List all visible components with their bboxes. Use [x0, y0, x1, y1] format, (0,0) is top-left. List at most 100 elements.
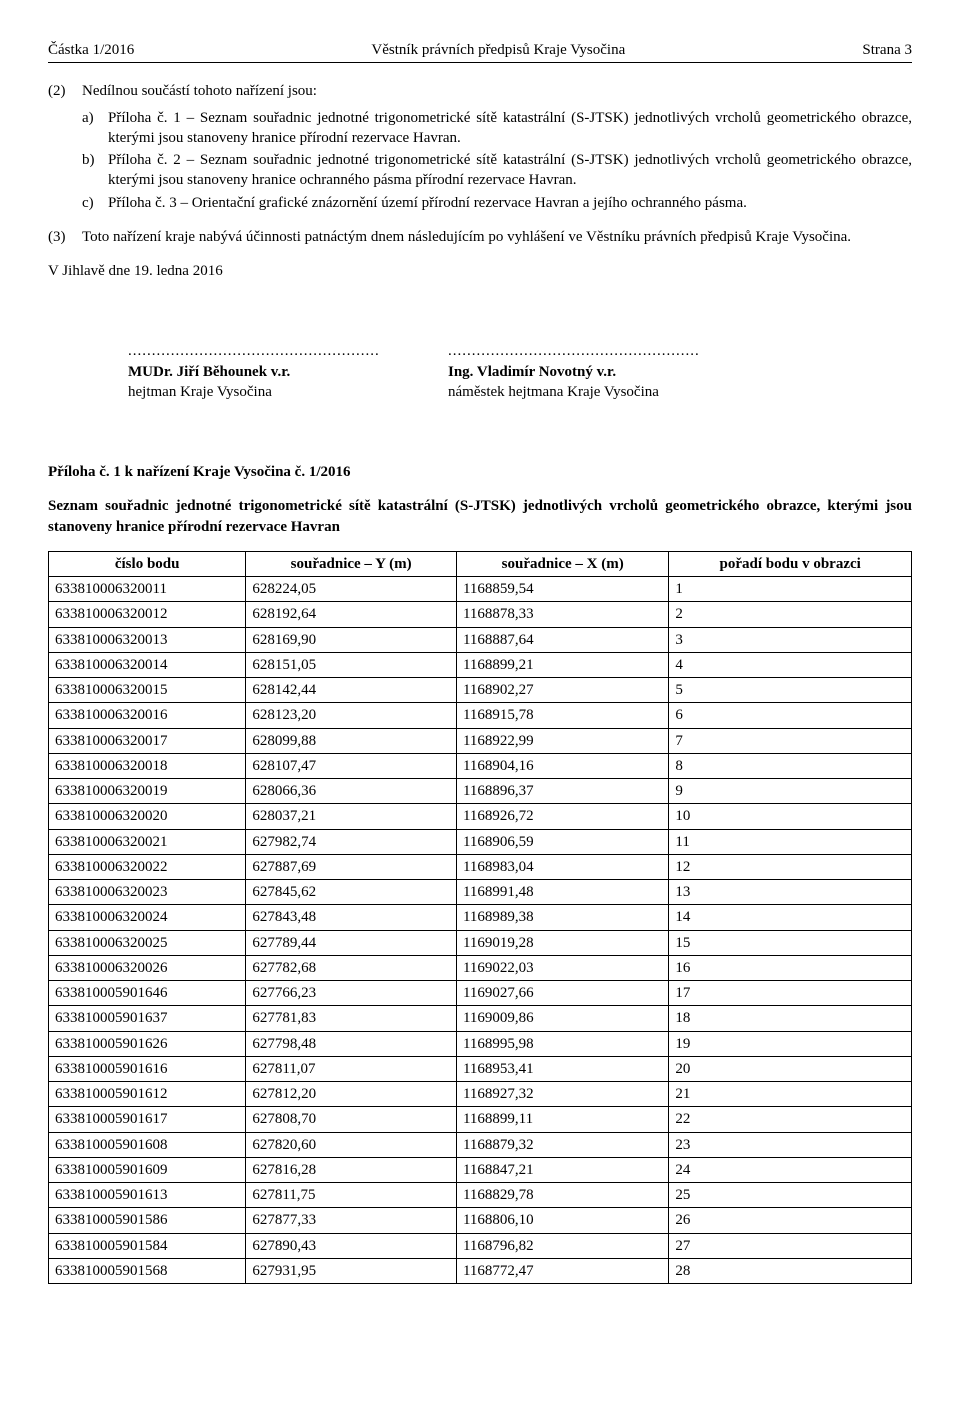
table-cell: 633810006320022 [49, 854, 246, 879]
table-row: 633810005901608627820,601168879,3223 [49, 1132, 912, 1157]
table-cell: 1168906,59 [456, 829, 668, 854]
table-row: 633810005901617627808,701168899,1122 [49, 1107, 912, 1132]
table-cell: 17 [669, 981, 912, 1006]
para-2-subitem: c)Příloha č. 3 – Orientační grafické zná… [82, 193, 912, 213]
table-cell: 1168899,11 [456, 1107, 668, 1132]
table-row: 633810006320019628066,361168896,379 [49, 779, 912, 804]
attachment-title: Příloha č. 1 k nařízení Kraje Vysočina č… [48, 462, 912, 482]
table-row: 633810006320023627845,621168991,4813 [49, 880, 912, 905]
table-cell: 1168859,54 [456, 577, 668, 602]
sign-dots-left: ........................................… [128, 341, 448, 361]
table-cell: 1168772,47 [456, 1258, 668, 1283]
subitem-text: Příloha č. 1 – Seznam souřadnic jednotné… [108, 108, 912, 149]
table-cell: 633810006320021 [49, 829, 246, 854]
table-cell: 22 [669, 1107, 912, 1132]
table-cell: 1168995,98 [456, 1031, 668, 1056]
table-row: 633810005901646627766,231169027,6617 [49, 981, 912, 1006]
table-cell: 633810006320024 [49, 905, 246, 930]
table-cell: 1168829,78 [456, 1183, 668, 1208]
header-right: Strana 3 [862, 40, 912, 60]
table-cell: 633810006320015 [49, 678, 246, 703]
table-cell: 633810006320016 [49, 703, 246, 728]
table-cell: 628192,64 [246, 602, 457, 627]
table-row: 633810005901637627781,831169009,8618 [49, 1006, 912, 1031]
table-row: 633810006320015628142,441168902,275 [49, 678, 912, 703]
sign-left-role: hejtman Kraje Vysočina [128, 382, 448, 402]
subitem-text: Příloha č. 2 – Seznam souřadnic jednotné… [108, 150, 912, 191]
para-2-items: a)Příloha č. 1 – Seznam souřadnic jednot… [82, 108, 912, 213]
table-cell: 1169009,86 [456, 1006, 668, 1031]
table-cell: 1168806,10 [456, 1208, 668, 1233]
table-cell: 1168847,21 [456, 1157, 668, 1182]
table-cell: 627789,44 [246, 930, 457, 955]
signatures: ........................................… [128, 341, 912, 402]
paragraph-2: (2) Nedílnou součástí tohoto nařízení js… [48, 81, 912, 101]
table-cell: 1168989,38 [456, 905, 668, 930]
table-body: 633810006320011628224,051168859,54163381… [49, 577, 912, 1284]
table-cell: 1168991,48 [456, 880, 668, 905]
table-cell: 628224,05 [246, 577, 457, 602]
table-cell: 633810005901616 [49, 1056, 246, 1081]
table-cell: 627782,68 [246, 955, 457, 980]
subitem-letter: b) [82, 150, 108, 191]
table-cell: 628151,05 [246, 652, 457, 677]
table-cell: 1168887,64 [456, 627, 668, 652]
table-row: 633810006320016628123,201168915,786 [49, 703, 912, 728]
table-cell: 633810005901584 [49, 1233, 246, 1258]
table-cell: 16 [669, 955, 912, 980]
table-row: 633810005901586627877,331168806,1026 [49, 1208, 912, 1233]
table-cell: 2 [669, 602, 912, 627]
table-cell: 1168922,99 [456, 728, 668, 753]
table-cell: 628123,20 [246, 703, 457, 728]
table-cell: 1 [669, 577, 912, 602]
table-row: 633810006320018628107,471168904,168 [49, 753, 912, 778]
table-row: 633810005901568627931,951168772,4728 [49, 1258, 912, 1283]
table-row: 633810005901613627811,751168829,7825 [49, 1183, 912, 1208]
table-cell: 1169027,66 [456, 981, 668, 1006]
table-cell: 627931,95 [246, 1258, 457, 1283]
table-cell: 627845,62 [246, 880, 457, 905]
table-cell: 633810006320020 [49, 804, 246, 829]
table-row: 633810005901609627816,281168847,2124 [49, 1157, 912, 1182]
sign-left-name: MUDr. Jiří Běhounek v.r. [128, 362, 448, 382]
table-cell: 627808,70 [246, 1107, 457, 1132]
table-row: 633810006320014628151,051168899,214 [49, 652, 912, 677]
table-row: 633810006320022627887,691168983,0412 [49, 854, 912, 879]
page-header: Částka 1/2016 Věstník právních předpisů … [48, 40, 912, 63]
table-cell: 1169019,28 [456, 930, 668, 955]
table-cell: 1168915,78 [456, 703, 668, 728]
table-cell: 633810006320018 [49, 753, 246, 778]
table-cell: 633810006320023 [49, 880, 246, 905]
table-cell: 627890,43 [246, 1233, 457, 1258]
table-row: 633810006320012628192,641168878,332 [49, 602, 912, 627]
table-cell: 8 [669, 753, 912, 778]
date-line: V Jihlavě dne 19. ledna 2016 [48, 261, 912, 281]
table-cell: 633810006320019 [49, 779, 246, 804]
table-cell: 1168927,32 [456, 1082, 668, 1107]
table-row: 633810006320024627843,481168989,3814 [49, 905, 912, 930]
table-cell: 26 [669, 1208, 912, 1233]
subitem-letter: c) [82, 193, 108, 213]
table-cell: 4 [669, 652, 912, 677]
signature-right: ........................................… [448, 341, 768, 402]
table-cell: 28 [669, 1258, 912, 1283]
table-cell: 627843,48 [246, 905, 457, 930]
table-cell: 627820,60 [246, 1132, 457, 1157]
para-2-intro: Nedílnou součástí tohoto nařízení jsou: [82, 81, 317, 101]
table-cell: 1168902,27 [456, 678, 668, 703]
table-cell: 12 [669, 854, 912, 879]
table-header-cell: souřadnice – X (m) [456, 551, 668, 576]
table-cell: 13 [669, 880, 912, 905]
table-cell: 23 [669, 1132, 912, 1157]
table-cell: 21 [669, 1082, 912, 1107]
table-row: 633810005901626627798,481168995,9819 [49, 1031, 912, 1056]
table-cell: 19 [669, 1031, 912, 1056]
table-cell: 628066,36 [246, 779, 457, 804]
table-cell: 628107,47 [246, 753, 457, 778]
table-cell: 6 [669, 703, 912, 728]
table-cell: 627811,75 [246, 1183, 457, 1208]
table-cell: 18 [669, 1006, 912, 1031]
coordinate-table: číslo bodusouřadnice – Y (m)souřadnice –… [48, 551, 912, 1284]
subitem-text: Příloha č. 3 – Orientační grafické znázo… [108, 193, 912, 213]
table-cell: 10 [669, 804, 912, 829]
